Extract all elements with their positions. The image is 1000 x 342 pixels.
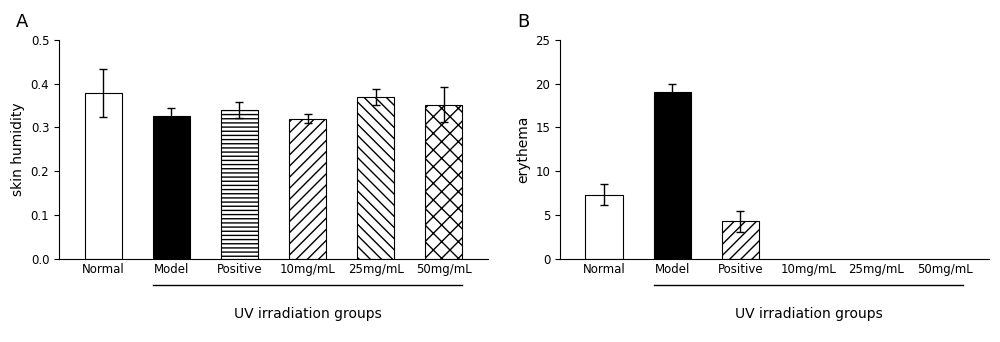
Text: A: A [16,13,28,31]
Bar [85,93,122,259]
Bar [221,110,258,259]
Bar [585,195,623,259]
Bar [425,105,462,259]
Bar [357,97,394,259]
Y-axis label: erythema: erythema [516,116,530,183]
Text: B: B [517,13,529,31]
Text: UV irradiation groups: UV irradiation groups [735,307,882,321]
Y-axis label: skin humidity: skin humidity [11,103,25,196]
Bar [722,221,759,259]
Text: UV irradiation groups: UV irradiation groups [234,307,381,321]
Bar [289,119,326,259]
Bar [654,92,691,259]
Bar [153,116,190,259]
